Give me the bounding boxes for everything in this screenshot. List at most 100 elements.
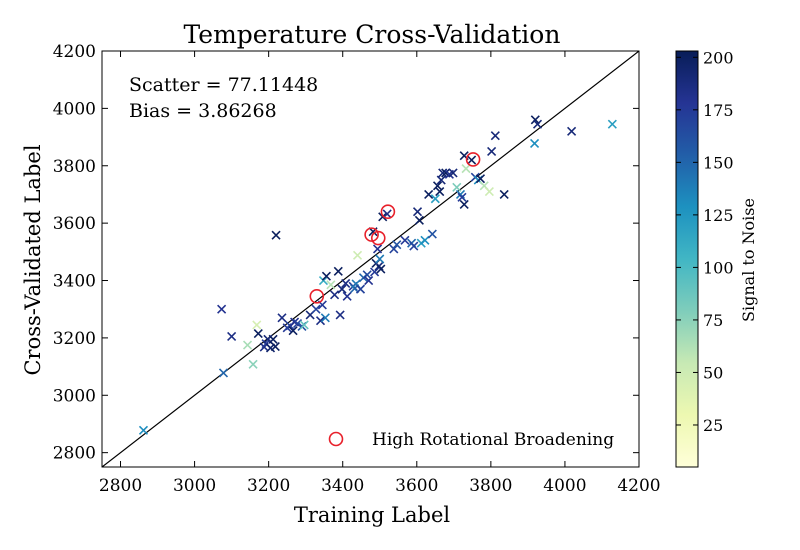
data-point [370, 267, 380, 277]
colorbar-tick-label: 200 [703, 48, 734, 67]
data-point [326, 280, 336, 290]
data-point [248, 359, 258, 369]
data-point [352, 250, 363, 260]
data-point [499, 189, 509, 200]
bias-annotation: Bias = 3.86268 [129, 100, 277, 122]
data-point [475, 174, 486, 184]
data-point [364, 275, 374, 286]
data-point [288, 326, 298, 336]
data-point [217, 304, 227, 314]
data-point [607, 119, 617, 129]
data-point [355, 284, 366, 294]
data-point [467, 155, 477, 165]
data-point [299, 320, 309, 330]
x-tick-label: 4200 [617, 476, 660, 496]
data-point [378, 212, 388, 222]
high-rotational-broadening-point [309, 288, 325, 304]
one-to-one-line [102, 51, 639, 467]
colorbar-tick-label: 125 [703, 206, 734, 225]
data-point [268, 334, 278, 344]
data-point [337, 284, 347, 294]
y-tick-label: 3000 [53, 386, 96, 406]
data-point [412, 207, 423, 217]
y-tick-label: 4000 [53, 99, 96, 119]
data-point [461, 164, 471, 174]
data-point [375, 254, 385, 264]
data-point [333, 266, 343, 276]
data-point [342, 291, 352, 301]
data-point [227, 331, 237, 342]
colorbar-label: Signal to Noise [739, 198, 758, 322]
data-point [290, 317, 300, 327]
high-rotational-broadening-point [380, 204, 396, 219]
data-point [530, 115, 540, 125]
data-point [218, 368, 229, 378]
legend-marker [328, 431, 344, 447]
data-point [567, 126, 577, 136]
data-point [400, 235, 410, 245]
data-point [341, 278, 351, 288]
data-point [315, 316, 326, 326]
x-tick-label: 3600 [395, 476, 438, 496]
colorbar-tick-label: 50 [703, 363, 723, 382]
data-point [252, 320, 262, 330]
data-point [321, 271, 331, 281]
y-tick-label: 4200 [53, 42, 96, 62]
colorbar-tick-label: 150 [703, 153, 734, 172]
data-point [436, 175, 446, 185]
data-point [392, 240, 402, 250]
data-point [330, 290, 340, 300]
x-axis-label: Training Label [294, 503, 451, 527]
scatter-annotation: Scatter = 77.11448 [129, 74, 318, 96]
data-point [430, 194, 440, 204]
y-axis-label: Cross-Validated Label [21, 144, 45, 375]
data-point [424, 189, 434, 200]
data-point [362, 270, 372, 280]
plot-frame [101, 50, 640, 468]
data-point [318, 275, 329, 286]
x-tick-label: 3200 [247, 476, 290, 496]
colorbar-tick-label: 175 [703, 101, 734, 120]
data-point [427, 229, 437, 239]
colorbar-tick-label: 25 [703, 416, 723, 435]
high-rotational-broadening-point [370, 230, 386, 246]
data-point [432, 181, 443, 191]
data-point [420, 235, 430, 245]
data-point [372, 244, 383, 254]
data-point [484, 187, 494, 197]
x-tick-label: 3000 [173, 476, 216, 496]
data-point [271, 230, 281, 240]
data-point [311, 304, 321, 314]
colorbar-gradient [675, 50, 699, 468]
data-point [242, 340, 253, 350]
data-point [455, 189, 466, 200]
y-tick-label: 3600 [53, 214, 96, 234]
data-point [438, 168, 448, 178]
x-tick-label: 4000 [543, 476, 586, 496]
x-tick-label: 3800 [469, 476, 512, 496]
chart-title: Temperature Cross-Validation [184, 20, 561, 49]
data-point [277, 313, 287, 323]
data-point [138, 425, 149, 435]
x-tick-label: 2800 [99, 476, 142, 496]
y-tick-label: 3800 [53, 157, 96, 177]
colorbar-tick-label: 75 [703, 311, 723, 330]
high-rotational-broadening-point [364, 227, 379, 242]
data-point [448, 168, 458, 178]
data-point [435, 187, 445, 197]
data-point [335, 310, 345, 320]
data-point [490, 131, 500, 141]
data-point [292, 318, 303, 329]
data-point [487, 146, 497, 156]
data-point [376, 264, 386, 274]
high-rotational-broadening-point [465, 152, 481, 167]
data-point [409, 241, 419, 251]
data-point [320, 313, 330, 323]
y-tick-label: 2800 [53, 444, 96, 464]
data-point [457, 192, 467, 202]
colorbar: 25 50 75 100 125 150 175 200 Signal to Noise [675, 48, 758, 468]
data-point [529, 138, 540, 148]
colorbar-tick-label: 100 [703, 258, 734, 277]
y-tick-label: 3400 [53, 272, 96, 292]
